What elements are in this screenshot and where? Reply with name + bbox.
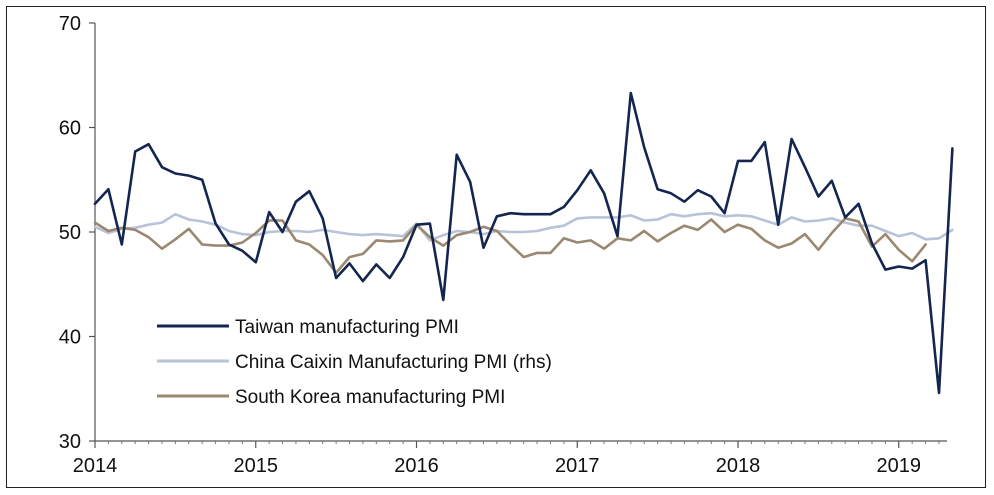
line-chart: 30 40 50 60 70 2014 2015 2016 2017 2018 2019 Taiw… [59,13,954,477]
y-tick-label: 40 [59,327,81,349]
series-line-1 [93,211,954,242]
x-tick-label: 2014 [73,455,118,477]
x-tick-label: 2015 [234,455,279,477]
series-line-0 [93,91,954,395]
legend-label: Taiwan manufacturing PMI [235,317,459,338]
y-tick-label: 50 [59,222,81,244]
chart-frame: 30 40 50 60 70 2014 2015 2016 2017 2018 2019 Taiw… [6,6,986,488]
series-lines [93,91,954,395]
legend-label: China Caixin Manufacturing PMI (rhs) [235,352,552,373]
y-tick-label: 30 [59,431,81,453]
x-tick-label: 2018 [716,455,761,477]
x-tick-label: 2016 [394,455,439,477]
y-tick-label: 70 [59,13,81,35]
x-ticks: 2014 2015 2016 2017 2018 2019 [73,441,940,477]
series-line-2 [93,217,927,275]
x-tick-label: 2017 [555,455,600,477]
legend: Taiwan manufacturing PMI China Caixin Man… [157,317,552,408]
y-ticks: 30 40 50 60 70 [59,13,95,453]
x-tick-label: 2019 [877,455,922,477]
y-tick-label: 60 [59,118,81,140]
legend-label: South Korea manufacturing PMI [235,387,505,408]
